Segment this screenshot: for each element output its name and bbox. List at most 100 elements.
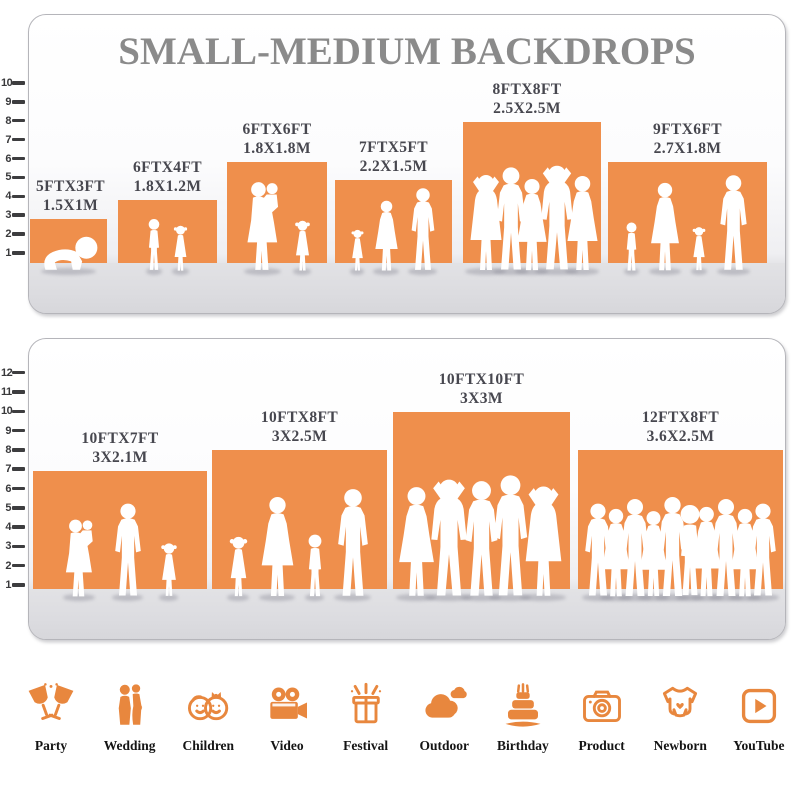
boy-silhouette xyxy=(623,222,640,272)
baby-silhouette xyxy=(37,234,100,272)
category-label: YouTube xyxy=(733,738,785,753)
tick-mark xyxy=(12,486,25,491)
backdrop-bar-10ftx10ft xyxy=(393,412,570,596)
birthday-icon xyxy=(505,683,541,727)
backdrop-bar-12ftx8ft xyxy=(578,450,783,597)
backdrop-bar-9ftx6ft xyxy=(608,162,767,271)
category-label: Outdoor xyxy=(419,738,470,753)
axis-tick-7: 7 xyxy=(1,134,25,146)
outdoor-icon xyxy=(425,686,468,718)
tick-number: 6 xyxy=(5,152,11,165)
tick-mark xyxy=(12,175,25,180)
youtube-icon xyxy=(741,688,776,724)
tick-mark xyxy=(12,467,25,471)
category-label: Wedding xyxy=(103,738,156,753)
girl-silhouette xyxy=(226,536,251,598)
bar-size-label: 6FTX6FT 1.8X1.8M xyxy=(242,121,312,157)
tick-number: 8 xyxy=(5,114,11,127)
tick-number: 9 xyxy=(5,95,11,108)
tick-mark xyxy=(12,544,25,549)
axis-tick-8: 8 xyxy=(1,115,25,127)
girl-silhouette xyxy=(349,229,366,272)
axis-tick-2: 2 xyxy=(1,560,25,572)
axis-tick-2: 2 xyxy=(1,228,25,240)
man-silhouette xyxy=(745,502,781,598)
tick-mark xyxy=(12,213,25,217)
woman-silhouette xyxy=(563,175,602,272)
category-children: Children xyxy=(181,658,235,754)
boy-silhouette xyxy=(145,218,163,272)
woman-silhouette xyxy=(647,182,683,272)
tick-number: 3 xyxy=(5,209,11,222)
girl-silhouette xyxy=(171,225,190,272)
axis-tick-8: 8 xyxy=(1,444,25,456)
wedding-icon xyxy=(118,684,142,725)
man-silhouette xyxy=(110,502,146,598)
boy-silhouette xyxy=(304,534,326,598)
woman-silhouette xyxy=(372,200,401,272)
tick-mark xyxy=(12,583,25,587)
axis-tick-5: 5 xyxy=(1,171,25,183)
category-youtube: YouTube xyxy=(732,658,786,754)
category-label: Party xyxy=(34,738,68,753)
woman-silhouette xyxy=(257,496,298,598)
axis-tick-1: 1 xyxy=(1,247,25,259)
axis-tick-3: 3 xyxy=(1,540,25,552)
axis-tick-10: 10 xyxy=(1,77,25,89)
category-party: Party xyxy=(24,658,78,754)
category-label: Newborn xyxy=(653,738,707,753)
girl-silhouette xyxy=(690,226,708,272)
tick-mark xyxy=(12,428,25,433)
category-product: Product xyxy=(575,658,629,754)
children-icon xyxy=(188,692,229,721)
man-silhouette xyxy=(491,166,531,272)
man-armsup-silhouette xyxy=(533,162,581,272)
tick-number: 6 xyxy=(5,482,11,495)
backdrop-bar-8ftx8ft xyxy=(463,122,601,271)
tick-number: 4 xyxy=(5,521,11,534)
bar-size-label: 12FTX8FT 3.6X2.5M xyxy=(641,409,720,445)
boy-silhouette xyxy=(674,504,706,598)
tick-number: 2 xyxy=(5,559,11,572)
tick-number: 5 xyxy=(5,501,11,514)
axis-tick-1: 1 xyxy=(1,579,25,591)
tick-number: 1 xyxy=(5,579,11,591)
backdrop-bar-10ftx8ft xyxy=(212,450,387,597)
category-newborn: Newborn xyxy=(653,658,707,754)
backdrop-bar-6ftx4ft xyxy=(118,200,217,271)
category-label: Product xyxy=(578,738,625,753)
category-label: Festival xyxy=(343,738,389,753)
tick-number: 12 xyxy=(1,366,13,379)
man-silhouette xyxy=(715,174,752,272)
tick-mark xyxy=(12,251,25,255)
backdrop-bar-5ftx3ft xyxy=(30,219,107,270)
bar-size-label: 9FTX6FT 2.7X1.8M xyxy=(652,121,723,157)
medium-backdrops-panel: 1 2 3 4 5 6 7 8 9 10 11 12 10FTX7FT 3X2.1M 10FTX8FT 3… xyxy=(1,338,786,640)
category-wedding: Wedding xyxy=(103,658,157,754)
newborn-icon xyxy=(663,686,698,718)
tick-number: 10 xyxy=(1,76,13,89)
axis-tick-4: 4 xyxy=(1,190,25,202)
product-icon xyxy=(582,690,621,723)
bar-size-label: 7FTX5FT 2.2X1.5M xyxy=(358,139,429,175)
axis-tick-10: 10 xyxy=(1,405,25,417)
tick-number: 5 xyxy=(5,171,11,184)
backdrop-bar-6ftx6ft xyxy=(227,162,327,271)
axis-tick-6: 6 xyxy=(1,483,25,495)
axis-tick-3: 3 xyxy=(1,209,25,221)
axis-tick-9: 9 xyxy=(1,425,25,437)
bar-size-label: 5FTX3FT 1.5X1M xyxy=(35,178,106,214)
bar-size-label: 6FTX4FT 1.8X1.2M xyxy=(132,159,203,195)
tick-mark xyxy=(12,370,25,375)
backdrop-bar-7ftx5ft xyxy=(335,180,452,271)
tick-mark xyxy=(12,156,25,161)
woman-baby-silhouette xyxy=(61,518,98,598)
tick-mark xyxy=(12,118,25,123)
tick-mark xyxy=(12,194,25,199)
man-silhouette xyxy=(616,498,654,598)
tick-mark xyxy=(12,81,25,85)
tick-number: 3 xyxy=(5,540,11,553)
man-silhouette xyxy=(459,480,504,598)
axis-tick-5: 5 xyxy=(1,502,25,514)
man-silhouette xyxy=(580,502,616,598)
